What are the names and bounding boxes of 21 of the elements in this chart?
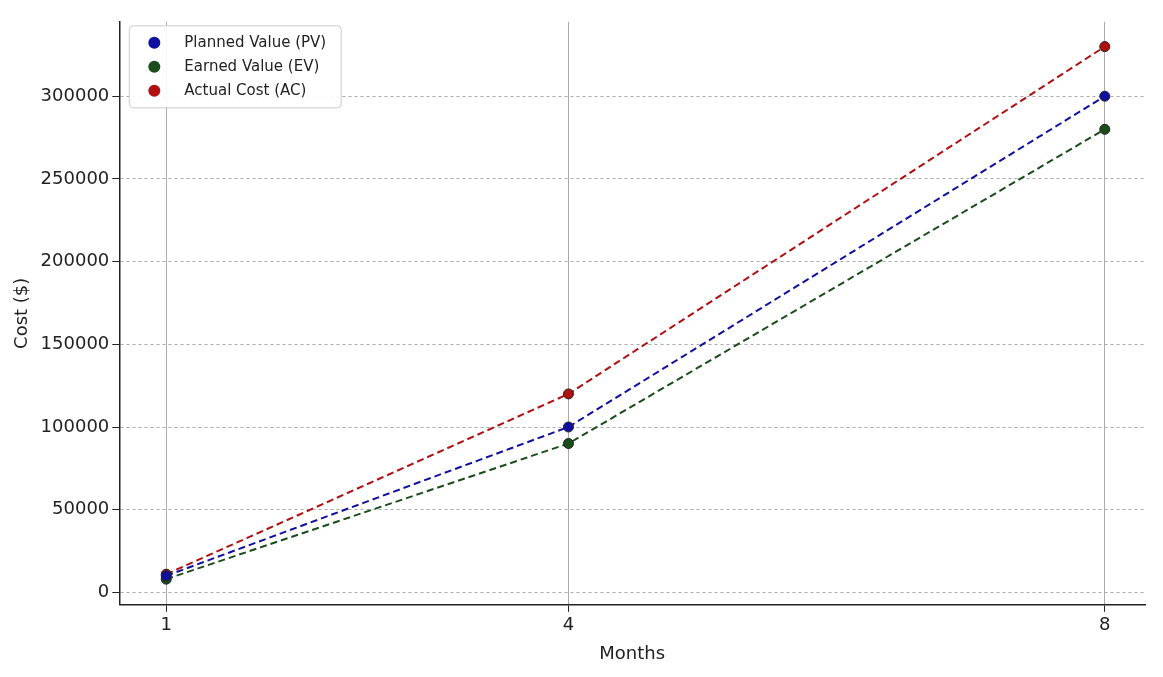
- y-tick-label: 50000: [52, 497, 110, 519]
- legend-label: Planned Value (PV): [184, 32, 327, 51]
- y-tick-label: 200000: [40, 249, 110, 271]
- point: [1099, 90, 1111, 102]
- x-axis-title: Months: [599, 641, 666, 663]
- point: [562, 438, 574, 450]
- legend-label: Actual Cost (AC): [184, 80, 307, 99]
- y-tick-label: 250000: [40, 166, 110, 188]
- x-tick-label: 4: [562, 613, 575, 635]
- y-axis-title: Cost ($): [10, 277, 32, 349]
- y-tick-label: 150000: [40, 331, 110, 353]
- y-tick-label: 0: [97, 580, 110, 602]
- x-tick-label: 1: [160, 613, 172, 635]
- y-tick-label: 100000: [40, 414, 110, 436]
- legend-label: Earned Value (EV): [184, 56, 320, 75]
- point: [1099, 123, 1111, 135]
- y-tick-label: 300000: [40, 83, 110, 105]
- x-tick-label: 8: [1099, 613, 1111, 635]
- point: [1099, 41, 1111, 53]
- point: [562, 421, 574, 433]
- point: [562, 388, 574, 400]
